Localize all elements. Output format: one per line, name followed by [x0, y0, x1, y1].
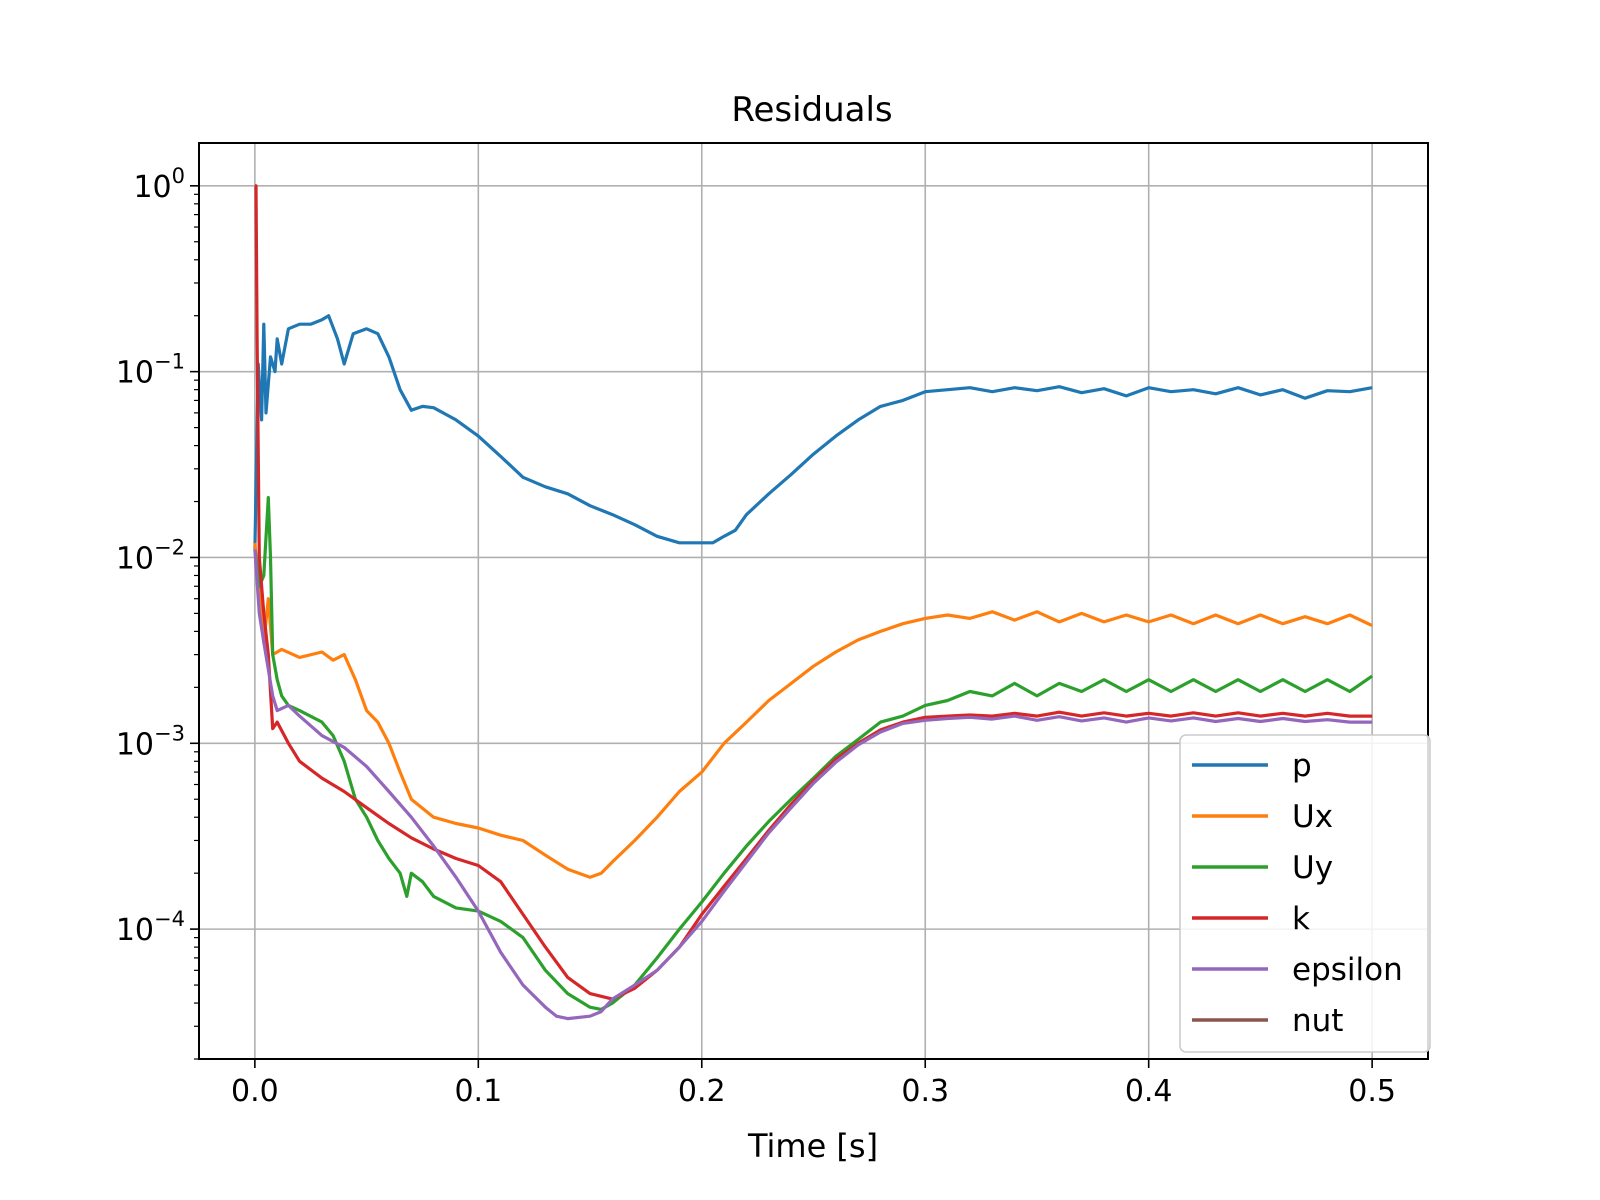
series-line-k: [254, 184, 1373, 1001]
series-line-Ux: [253, 542, 1373, 879]
series-lines: [253, 184, 1374, 1021]
x-tick-label: 0.3: [901, 1074, 949, 1109]
series-line-epsilon: [253, 549, 1373, 1021]
legend-label-Uy: Uy: [1292, 850, 1333, 886]
y-tick-label: 10−4: [116, 907, 185, 948]
plot-area: [253, 184, 1374, 1021]
series-line-Uy: [253, 496, 1374, 1011]
chart-title: Residuals: [731, 90, 892, 130]
y-axis-ticks: 100 10−1 10−2 10−3 10−4: [116, 164, 199, 948]
legend-label-nut: nut: [1292, 1003, 1343, 1039]
x-axis-ticks: 0.0 0.1 0.2 0.3 0.4 0.5: [231, 1059, 1396, 1109]
x-tick-label: 0.5: [1348, 1074, 1396, 1109]
legend-label-epsilon: epsilon: [1292, 952, 1403, 988]
legend-label-Ux: Ux: [1292, 799, 1333, 835]
x-tick-label: 0.2: [678, 1074, 726, 1109]
x-axis-label: Time [s]: [747, 1127, 878, 1165]
y-tick-label: 100: [133, 164, 185, 205]
y-tick-label: 10−3: [116, 721, 185, 762]
axes-frame: [198, 142, 1429, 1060]
series-line-p: [253, 314, 1373, 550]
x-tick-label: 0.0: [231, 1074, 279, 1109]
legend: p Ux Uy k epsilon nut: [1179, 734, 1431, 1053]
legend-label-k: k: [1292, 901, 1310, 937]
legend-label-p: p: [1292, 748, 1312, 784]
x-tick-label: 0.4: [1125, 1074, 1173, 1109]
y-tick-label: 10−2: [116, 535, 185, 576]
y-tick-label: 10−1: [116, 350, 185, 391]
x-tick-label: 0.1: [454, 1074, 502, 1109]
